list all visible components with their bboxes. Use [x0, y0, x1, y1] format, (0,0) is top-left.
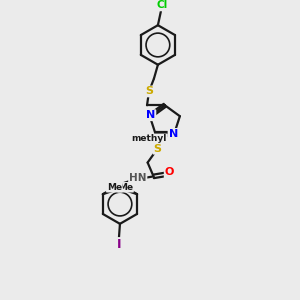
Text: S: S — [154, 144, 161, 154]
Text: N: N — [169, 129, 178, 139]
Text: N: N — [146, 110, 155, 120]
Text: S: S — [145, 86, 153, 96]
Text: Me: Me — [118, 183, 133, 192]
Text: I: I — [117, 238, 121, 251]
Text: HN: HN — [129, 173, 146, 183]
Text: Me: Me — [107, 183, 122, 192]
Text: methyl: methyl — [132, 134, 167, 143]
Text: Cl: Cl — [156, 0, 167, 11]
Text: O: O — [165, 167, 174, 177]
